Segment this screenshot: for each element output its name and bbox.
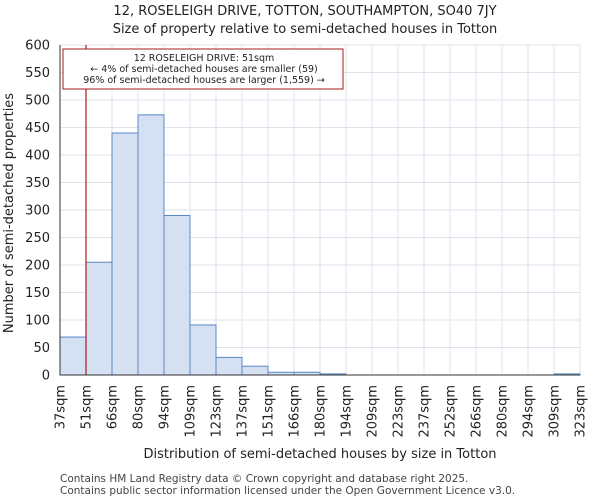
annotation-line-2: ← 4% of semi-detached houses are smaller…	[90, 64, 318, 75]
x-tick-label: 237sqm	[418, 385, 433, 438]
y-tick-label: 300	[25, 204, 50, 219]
footer-line-1: Contains HM Land Registry data © Crown c…	[60, 473, 469, 485]
x-tick-label: 151sqm	[262, 385, 277, 438]
x-tick-label: 223sqm	[392, 385, 407, 438]
y-tick-label: 600	[25, 39, 50, 54]
bar	[241, 365, 269, 376]
y-ticks: 0 50 100 150 200 250 300 350 400 450 500 550 600	[25, 39, 50, 384]
x-tick-label: 252sqm	[444, 385, 459, 438]
y-tick-label: 350	[25, 176, 50, 191]
bar	[85, 261, 113, 376]
x-tick-label: 180sqm	[314, 385, 329, 438]
bar	[163, 215, 191, 376]
chart-subtitle: Size of property relative to semi-detach…	[113, 22, 498, 37]
x-ticks: 37sqm 51sqm 66sqm 80sqm 94sqm 109sqm 123sqm 137…	[54, 385, 589, 438]
x-tick-label: 266sqm	[470, 385, 485, 438]
x-tick-label: 51sqm	[80, 385, 95, 429]
x-tick-label: 280sqm	[496, 385, 511, 438]
y-tick-label: 50	[33, 341, 50, 356]
bar	[215, 356, 243, 376]
y-tick-label: 100	[25, 314, 50, 329]
y-axis-label: Number of semi-detached properties	[2, 93, 17, 333]
annotation-line-1: 12 ROSELEIGH DRIVE: 51sqm	[134, 53, 275, 64]
y-tick-label: 450	[25, 121, 50, 136]
y-tick-label: 150	[25, 286, 50, 301]
footer-line-2: Contains public sector information licen…	[60, 485, 516, 497]
x-tick-label: 209sqm	[366, 385, 381, 438]
y-tick-label: 500	[25, 94, 50, 109]
x-tick-label: 309sqm	[548, 385, 563, 438]
x-tick-label: 323sqm	[574, 385, 589, 438]
y-tick-label: 0	[42, 369, 50, 384]
bar	[111, 132, 139, 376]
y-tick-label: 250	[25, 231, 50, 246]
bar	[137, 114, 165, 376]
x-tick-label: 94sqm	[158, 385, 173, 429]
x-tick-label: 137sqm	[236, 385, 251, 438]
annotation-box: 12 ROSELEIGH DRIVE: 51sqm ← 4% of semi-d…	[62, 48, 344, 90]
x-tick-label: 123sqm	[210, 385, 225, 438]
x-tick-label: 194sqm	[340, 385, 355, 438]
x-axis-label: Distribution of semi-detached houses by …	[143, 447, 496, 462]
chart-title: 12, ROSELEIGH DRIVE, TOTTON, SOUTHAMPTON…	[113, 4, 496, 19]
annotation-frame	[62, 48, 344, 90]
x-tick-label: 294sqm	[522, 385, 537, 438]
bar	[189, 324, 217, 376]
y-tick-label: 550	[25, 66, 50, 81]
bar	[59, 336, 87, 376]
y-tick-label: 400	[25, 149, 50, 164]
y-tick-label: 200	[25, 259, 50, 274]
axes	[59, 45, 580, 376]
x-tick-label: 66sqm	[106, 385, 121, 429]
x-tick-label: 166sqm	[288, 385, 303, 438]
x-tick-label: 80sqm	[132, 385, 147, 429]
x-tick-label: 109sqm	[184, 385, 199, 438]
x-tick-label: 37sqm	[54, 385, 69, 429]
annotation-line-3: 96% of semi-detached houses are larger (…	[83, 75, 325, 86]
